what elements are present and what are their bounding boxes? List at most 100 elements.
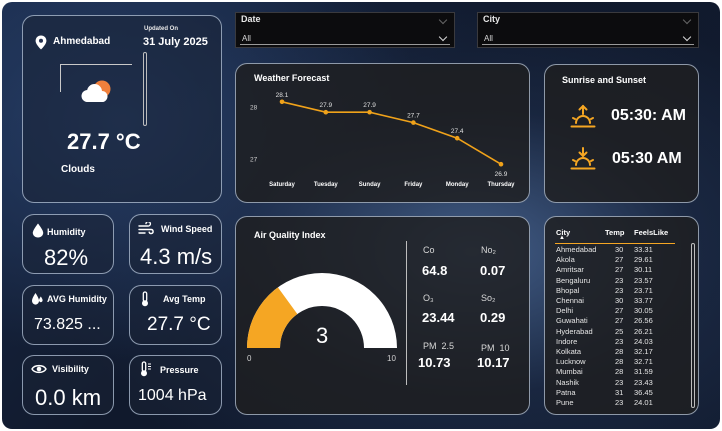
co-label: Co <box>423 245 435 255</box>
forecast-point[interactable] <box>454 135 460 141</box>
avg-humidity-value: 73.825 ... <box>34 316 101 333</box>
cell-temp: 27 <box>615 265 624 275</box>
table-row[interactable]: Kolkata 28 32.17 <box>555 347 685 357</box>
air-quality-card: Air Quality Index 3 0 10 Co 64.8 No₂ 0.0… <box>235 216 530 415</box>
city-table: City Temp FeelsLike ▲ Ahmedabad 30 33.31 Ak… <box>555 228 695 408</box>
avg-temp-label: Avg Temp <box>163 294 206 304</box>
humidity-drops-icon <box>32 293 43 305</box>
cell-feelslike: 33.77 <box>634 296 653 305</box>
chevron-down-icon[interactable] <box>438 32 448 42</box>
table-row[interactable]: Indore 23 24.03 <box>555 337 685 347</box>
city-slicer[interactable]: City All <box>477 12 699 48</box>
date-slicer[interactable]: Date All <box>235 12 455 48</box>
forecast-point[interactable] <box>411 120 416 125</box>
sunset-icon <box>570 147 596 170</box>
humidity-label: Humidity <box>47 227 86 237</box>
wind-speed-value: 4.3 m/s <box>140 244 213 269</box>
cell-temp: 25 <box>615 326 624 336</box>
wind-speed-label: Wind Speed <box>161 224 213 234</box>
visibility-card: Visibility 0.0 km <box>22 355 114 415</box>
cell-city: Ahmedabad <box>556 245 597 254</box>
gauge-min-label: 0 <box>247 354 252 363</box>
table-row[interactable]: Guwahati 27 26.56 <box>555 316 685 326</box>
forecast-title: Weather Forecast <box>254 73 330 83</box>
forecast-x-tick-label: Saturday <box>269 182 295 188</box>
table-row[interactable]: Amritsar 27 30.11 <box>555 265 685 275</box>
cell-feelslike: 29.61 <box>634 255 653 265</box>
forecast-point[interactable] <box>498 161 504 167</box>
cell-feelslike: 23.71 <box>634 285 653 295</box>
forecast-point[interactable] <box>323 109 329 115</box>
table-row[interactable]: Patna 31 36.45 <box>555 388 685 398</box>
forecast-x-tick-label: Monday <box>446 182 469 188</box>
cell-temp: 27 <box>615 306 624 316</box>
table-row[interactable]: Mumbai 28 31.59 <box>555 367 685 377</box>
no2-label: No₂ <box>481 245 496 255</box>
sunrise-icon <box>570 104 596 128</box>
pm10-label: PM 10 <box>481 343 510 353</box>
table-row[interactable]: Ahmedabad 30 33.31 <box>555 245 685 255</box>
city-slicer-value[interactable]: All <box>484 34 493 43</box>
table-row[interactable]: Akola 27 29.61 <box>555 255 685 265</box>
scrollbar[interactable] <box>143 52 147 126</box>
slicer-underline <box>240 44 450 45</box>
weather-condition: Clouds <box>61 164 95 175</box>
pressure-thermometer-icon <box>141 361 151 377</box>
city-slicer-label: City <box>483 14 501 24</box>
table-row[interactable]: Bhopal 23 23.71 <box>555 286 685 296</box>
forecast-data-label: 27.9 <box>319 102 332 109</box>
cell-temp: 28 <box>615 347 624 356</box>
table-row[interactable]: Chennai 30 33.77 <box>555 296 685 306</box>
column-header-temp[interactable]: Temp <box>605 228 625 237</box>
divider-line <box>60 64 61 92</box>
forecast-x-tick-label: Friday <box>404 182 423 188</box>
aqi-title: Air Quality Index <box>254 230 326 240</box>
table-row[interactable]: Hyderabad 25 26.21 <box>555 327 685 337</box>
table-row[interactable]: Nashik 23 23.43 <box>555 378 685 388</box>
forecast-data-label: 27.4 <box>451 128 464 135</box>
city-table-card: City Temp FeelsLike ▲ Ahmedabad 30 33.31 Ak… <box>544 216 699 415</box>
cell-city: Nashik <box>556 377 579 387</box>
gauge-max-label: 10 <box>387 354 396 363</box>
gauge-track <box>247 273 397 348</box>
wind-icon <box>138 222 154 235</box>
sunrise-time: 05:30: AM <box>611 107 686 124</box>
date-slicer-value[interactable]: All <box>242 34 251 43</box>
cell-feelslike: 30.11 <box>634 265 653 275</box>
cell-feelslike: 33.31 <box>634 245 653 254</box>
table-row[interactable]: Bengaluru 23 23.57 <box>555 276 685 286</box>
pressure-card: Pressure 1004 hPa <box>129 355 222 415</box>
forecast-point[interactable] <box>279 99 285 105</box>
avg-temp-card: Avg Temp 27.7 °C <box>129 285 222 345</box>
aqi-gauge <box>247 273 397 348</box>
cell-feelslike: 23.57 <box>634 275 653 285</box>
forecast-series-line <box>281 101 502 165</box>
wind-speed-card: Wind Speed 4.3 m/s <box>129 214 222 274</box>
chevron-down-icon[interactable] <box>682 32 692 42</box>
table-row[interactable]: Lucknow 28 32.71 <box>555 357 685 367</box>
cell-feelslike: 26.21 <box>634 326 653 336</box>
so2-value: 0.29 <box>480 310 506 325</box>
weather-forecast-card: Weather Forecast 28.1 Saturday 27.9 Tuesday… <box>235 63 530 203</box>
no2-value: 0.07 <box>480 263 506 278</box>
column-header-city[interactable]: City <box>556 228 571 237</box>
cell-feelslike: 32.71 <box>634 357 653 367</box>
cell-city: Mumbai <box>556 367 583 377</box>
sun-title: Sunrise and Sunset <box>562 75 647 85</box>
sort-arrow-icon[interactable]: ▲ <box>559 235 565 241</box>
forecast-point[interactable] <box>367 109 372 115</box>
forecast-y-tick-label: 28 <box>250 105 258 112</box>
table-scrollbar[interactable] <box>691 243 695 408</box>
cell-city: Guwahati <box>556 316 588 326</box>
forecast-y-tick-label: 27 <box>250 157 258 164</box>
location-pin-icon <box>35 35 47 50</box>
sunrise-sunset-card: Sunrise and Sunset 05:30: AM 05:30 AM <box>544 64 699 203</box>
column-header-feelslike[interactable]: FeelsLike <box>634 228 669 237</box>
cell-city: Hyderabad <box>556 326 593 336</box>
humidity-value: 82% <box>44 245 89 270</box>
cell-temp: 23 <box>615 275 624 285</box>
forecast-line-chart: 28.1 Saturday 27.9 Tuesday 27.9 Sunday 27.7 Fri… <box>250 92 515 188</box>
table-row[interactable]: Delhi 27 30.05 <box>555 306 685 316</box>
cell-temp: 23 <box>615 377 624 387</box>
table-row[interactable]: Pune 23 24.01 <box>555 398 685 408</box>
